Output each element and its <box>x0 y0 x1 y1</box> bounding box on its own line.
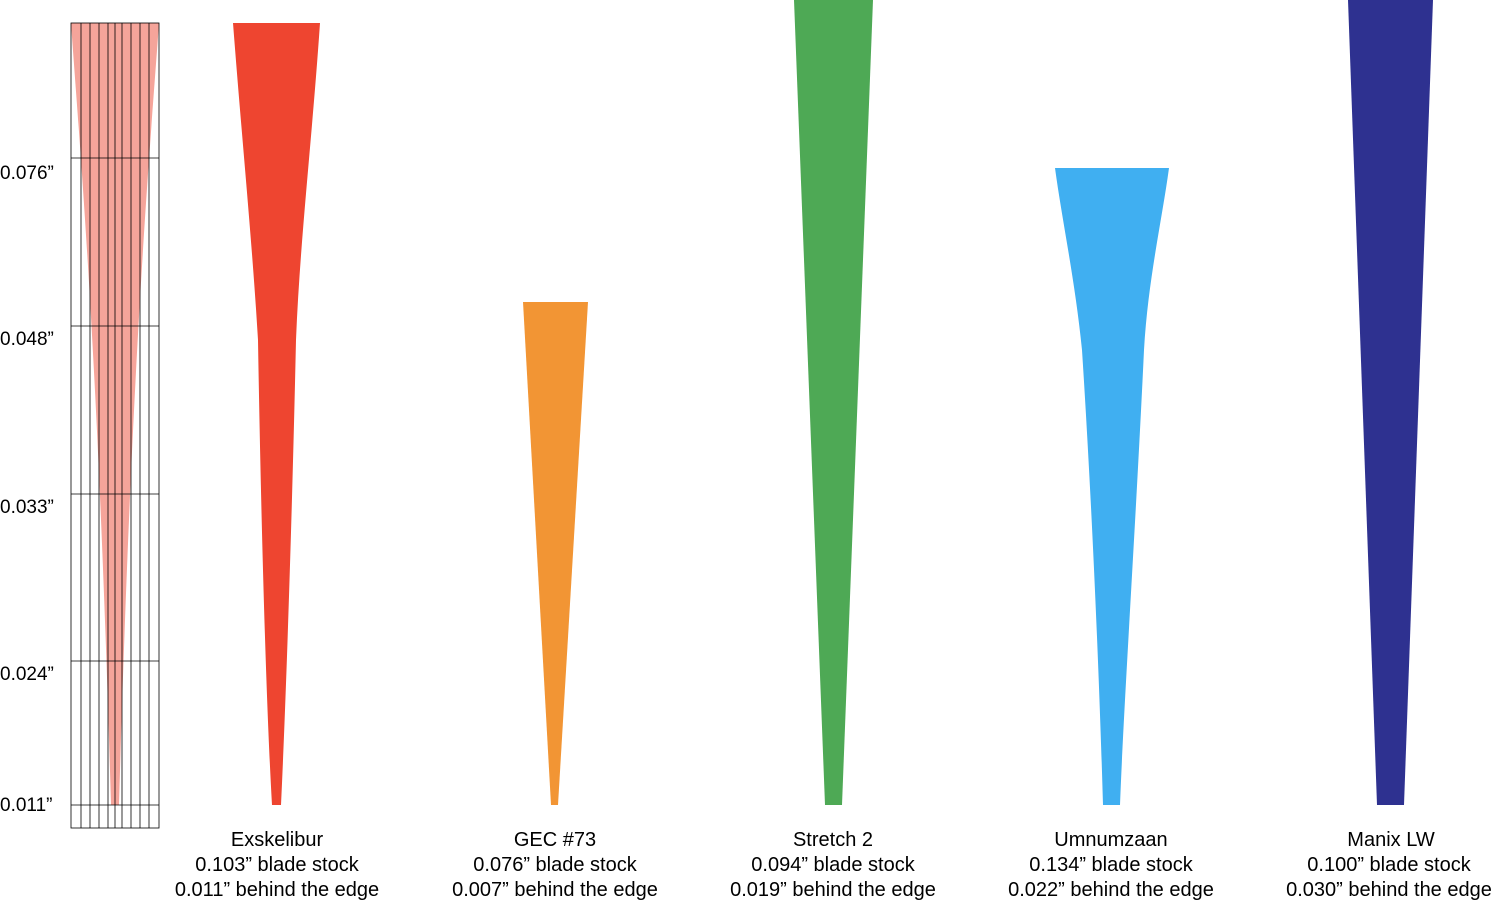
blade-edge-text: 0.022” behind the edge <box>1008 879 1214 901</box>
blade-name: Manix LW <box>1347 829 1435 851</box>
blade-stock-text: 0.103” blade stock <box>195 854 359 876</box>
blade-profile-manix-lw <box>1348 0 1433 805</box>
caption-gec-73: GEC #73 0.076” blade stock 0.007” behind… <box>452 829 658 901</box>
blade-edge-text: 0.030” behind the edge <box>1286 879 1492 901</box>
blade-stock-text: 0.100” blade stock <box>1307 854 1471 876</box>
scale-tick-label: 0.024” <box>0 664 54 685</box>
caption-manix-lw: Manix LW 0.100” blade stock 0.030” behin… <box>1286 829 1492 901</box>
blade-name: Stretch 2 <box>793 829 873 851</box>
blade-profile-gec-73 <box>523 302 588 805</box>
caption-stretch-2: Stretch 2 0.094” blade stock 0.019” behi… <box>730 829 936 901</box>
blade-stock-text: 0.076” blade stock <box>473 854 637 876</box>
blade-profile-exskelibur <box>233 23 320 805</box>
scale-tick-label: 0.076” <box>0 163 54 184</box>
blade-edge-text: 0.011” behind the edge <box>175 879 379 901</box>
caption-umnumzaan: Umnumzaan 0.134” blade stock 0.022” behi… <box>1008 829 1214 901</box>
captions: Exskelibur 0.103” blade stock 0.011” beh… <box>175 829 1492 901</box>
blade-name: Umnumzaan <box>1054 829 1167 851</box>
blade-edge-text: 0.007” behind the edge <box>452 879 658 901</box>
caption-exskelibur: Exskelibur 0.103” blade stock 0.011” beh… <box>175 829 379 901</box>
blade-name: GEC #73 <box>514 829 596 851</box>
blade-edge-text: 0.019” behind the edge <box>730 879 936 901</box>
blade-profiles <box>233 0 1433 805</box>
scale-tick-label: 0.033” <box>0 497 54 518</box>
scale-tick-label: 0.011” <box>0 795 52 816</box>
scale-tick-label: 0.048” <box>0 329 54 350</box>
blade-stock-text: 0.094” blade stock <box>751 854 915 876</box>
blade-profile-umnumzaan <box>1055 168 1169 805</box>
blade-stock-text: 0.134” blade stock <box>1029 854 1193 876</box>
blade-name: Exskelibur <box>231 829 324 851</box>
blade-profile-stretch-2 <box>794 0 873 805</box>
reference-scale: 0.076” 0.048” 0.033” 0.024” 0.011” <box>0 22 160 829</box>
